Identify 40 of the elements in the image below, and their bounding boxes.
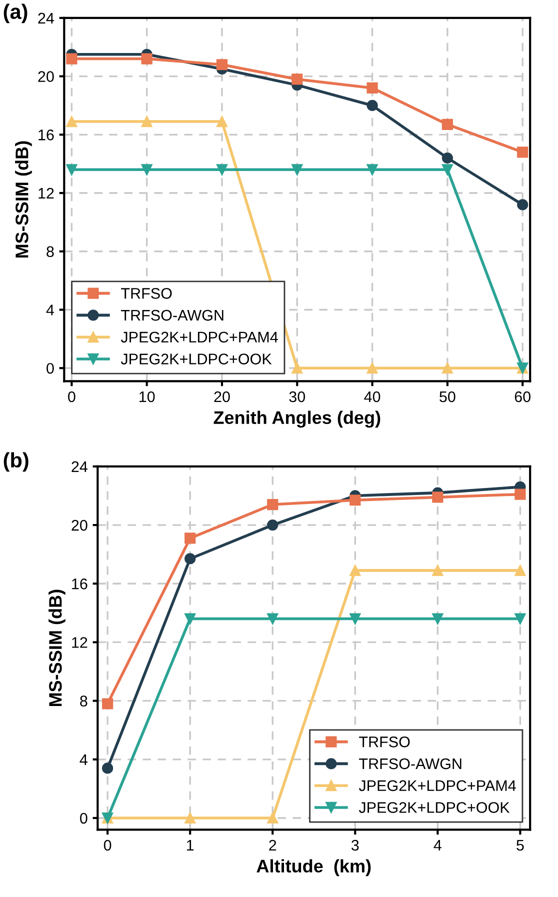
x-tick-label: 3 — [351, 840, 359, 851]
legend-label: JPEG2K+LDPC+PAM4 — [358, 780, 516, 792]
x-tick-label: 40 — [364, 391, 380, 402]
y-axis-title: MS-SSIM (dB) — [48, 590, 66, 706]
x-tick-label: 50 — [440, 391, 456, 402]
y-tick-label: 4 — [80, 754, 88, 765]
y-tick-label: 8 — [80, 696, 88, 707]
x-axis-title: Altitude (km) — [256, 859, 371, 876]
x-tick-label: 10 — [140, 391, 155, 402]
y-axis-title: MS-SSIM (dB) — [15, 141, 32, 258]
x-tick-label: 5 — [516, 840, 524, 851]
x-tick-label: 0 — [104, 840, 112, 851]
x-tick-label: 2 — [269, 840, 276, 851]
x-tick-label: 20 — [214, 391, 230, 402]
legend-label: JPEG2K+LDPC+OOK — [120, 354, 272, 364]
x-tick-label: 1 — [187, 840, 194, 851]
y-tick-label: 0 — [46, 362, 54, 374]
chart-title: (a) — [4, 4, 28, 24]
legend-label: TRFSO-AWGN — [359, 758, 462, 770]
y-tick-label: 24 — [72, 461, 88, 472]
legend-label: JPEG2K+LDPC+OOK — [358, 802, 510, 813]
y-tick-label: 20 — [38, 71, 54, 82]
y-tick-label: 24 — [38, 12, 54, 24]
y-tick-label: 8 — [46, 246, 54, 258]
legend-label: TRFSO-AWGN — [121, 310, 224, 321]
x-tick-label: 30 — [289, 391, 306, 402]
y-tick-label: 0 — [80, 812, 88, 824]
y-tick-label: 20 — [72, 520, 88, 531]
x-tick-label: 60 — [514, 391, 530, 402]
y-tick-label: 12 — [72, 637, 88, 648]
legend-label: TRFSO — [121, 288, 172, 299]
legend-label: TRFSO — [359, 736, 410, 748]
legend-label: JPEG2K+LDPC+PAM4 — [120, 332, 278, 343]
x-axis-title: Zenith Angles (deg) — [214, 410, 380, 428]
x-tick-label: 4 — [434, 840, 442, 851]
chart-title: (b) — [4, 452, 28, 472]
y-tick-label: 12 — [38, 188, 54, 199]
y-tick-label: 16 — [72, 578, 88, 590]
y-tick-label: 16 — [38, 130, 54, 140]
y-tick-label: 4 — [46, 304, 54, 316]
